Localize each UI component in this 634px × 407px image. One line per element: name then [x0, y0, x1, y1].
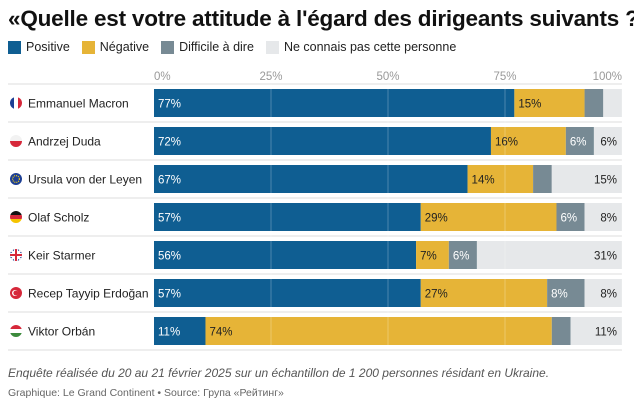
bar-segment	[556, 203, 585, 231]
category-label: Olaf Scholz	[28, 211, 89, 225]
bar-segment	[420, 279, 548, 307]
stacked-bar-chart: 0% 25% 50% 75% 100% Emmanuel Macron 77% 15% Andr…	[8, 71, 623, 351]
bar-segment	[490, 127, 566, 155]
legend-swatch-positive	[8, 40, 21, 54]
data-label: 7%	[420, 251, 437, 263]
x-tick-label: 75%	[493, 71, 516, 83]
data-label: 15%	[518, 99, 541, 111]
data-label: 31%	[594, 251, 617, 263]
source-credit: Graphique: Le Grand Continent • Source: …	[8, 387, 284, 399]
legend-swatch-unknown	[265, 40, 279, 54]
data-label: 11%	[158, 327, 180, 339]
data-label: 14%	[472, 175, 495, 187]
bar-segment	[154, 165, 468, 193]
bar-segment	[420, 203, 557, 231]
x-tick-label: 0%	[154, 71, 171, 83]
bar-segment	[565, 127, 594, 155]
legend-swatch-difficult	[161, 40, 175, 54]
data-label: 6%	[600, 137, 617, 149]
data-label: 16%	[495, 137, 518, 149]
data-label: 67%	[158, 175, 181, 187]
legend: Positive Négative Difficile à dire Ne co…	[8, 40, 468, 54]
category-label: Recep Tayyip Erdoğan	[28, 287, 149, 301]
data-label: 8%	[551, 289, 568, 301]
data-label: 27%	[425, 289, 448, 301]
uk-flag-icon	[10, 249, 22, 261]
bar-segment	[154, 127, 491, 155]
bar-segment	[476, 241, 622, 269]
bar-segment	[154, 241, 417, 269]
bar-segment	[570, 317, 622, 345]
x-tick-label: 25%	[259, 71, 282, 83]
legend-label-unknown: Ne connais pas cette personne	[283, 40, 457, 54]
data-label: 29%	[425, 213, 448, 225]
category-label: Viktor Orbán	[28, 325, 95, 339]
x-tick-label: 100%	[593, 71, 622, 83]
data-label: 6%	[453, 251, 470, 263]
bar-segment	[551, 165, 622, 193]
germany-flag-icon	[10, 211, 22, 223]
eu-flag-icon	[10, 173, 22, 185]
category-label: Keir Starmer	[28, 249, 95, 263]
bar-segment	[448, 241, 477, 269]
footnote: Enquête réalisée du 20 au 21 février 202…	[8, 366, 550, 380]
turkey-flag-icon	[10, 287, 22, 299]
data-label: 8%	[600, 289, 617, 301]
legend-swatch-negative	[81, 40, 95, 54]
bar-segment	[551, 317, 571, 345]
bar-segment	[584, 89, 604, 117]
data-label: 72%	[158, 137, 181, 149]
france-flag-icon	[10, 97, 22, 109]
x-tick-label: 50%	[376, 71, 399, 83]
bar-segment	[467, 165, 534, 193]
bar-segment	[584, 203, 622, 231]
data-label: 15%	[594, 175, 617, 187]
legend-item-negative: Négative	[81, 40, 150, 54]
data-label: 77%	[158, 99, 181, 111]
category-label: Ursula von der Leyen	[28, 173, 142, 187]
hungary-flag-icon	[10, 325, 22, 337]
bar-segment	[205, 317, 552, 345]
legend-label-difficult: Difficile à dire	[179, 40, 254, 54]
bar-segment	[416, 241, 449, 269]
legend-item-difficult: Difficile à dire	[161, 40, 254, 54]
data-label: 6%	[570, 137, 587, 149]
legend-label-positive: Positive	[26, 40, 70, 54]
data-label: 57%	[158, 289, 181, 301]
chart-title: «Quelle est votre attitude à l'égard des…	[8, 6, 634, 31]
data-label: 6%	[560, 213, 577, 225]
bar-segment	[154, 203, 421, 231]
legend-label-negative: Négative	[99, 40, 150, 54]
bar-segment	[533, 165, 552, 193]
category-label: Andrzej Duda	[28, 135, 101, 149]
bar-segment	[547, 279, 585, 307]
legend-item-positive: Positive	[8, 40, 70, 54]
bar-segment	[593, 127, 622, 155]
bar-segment	[584, 279, 622, 307]
bar-segment	[154, 89, 515, 117]
data-label: 56%	[158, 251, 181, 263]
category-label: Emmanuel Macron	[28, 97, 129, 111]
data-label: 11%	[595, 327, 617, 339]
bar-segment	[154, 317, 206, 345]
data-label: 57%	[158, 213, 181, 225]
data-label: 8%	[600, 213, 617, 225]
legend-item-unknown: Ne connais pas cette personne	[265, 40, 457, 54]
bar-segment	[514, 89, 585, 117]
bar-segment	[603, 89, 622, 117]
bar-segment	[154, 279, 421, 307]
data-label: 74%	[209, 327, 232, 339]
poland-flag-icon	[10, 135, 22, 147]
